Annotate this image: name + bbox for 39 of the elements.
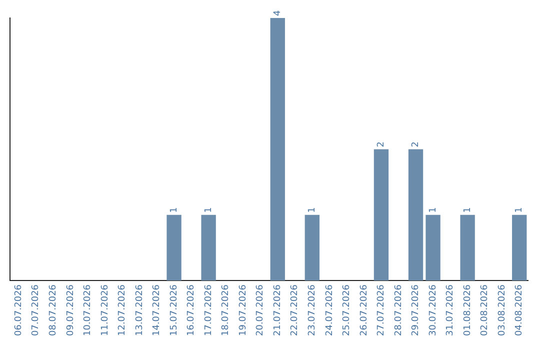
x-tick-label: 21.07.2026: [272, 284, 283, 336]
x-tick-label: 04.08.2026: [514, 284, 525, 336]
x-tick-label: 30.07.2026: [428, 284, 438, 336]
data-label: 1: [462, 207, 473, 213]
x-tick-label: 01.08.2026: [462, 284, 473, 336]
x-tick-label: 06.07.2026: [14, 284, 24, 336]
data-label: 1: [169, 207, 180, 213]
x-tick-label: 02.08.2026: [480, 284, 490, 336]
x-tick-label: 16.07.2026: [186, 284, 197, 336]
x-tick-label: 12.07.2026: [118, 284, 128, 336]
data-label: 1: [308, 207, 318, 213]
x-tick-label: 24.07.2026: [324, 284, 335, 336]
x-tick-label: 10.07.2026: [83, 284, 94, 336]
x-tick-label: 14.07.2026: [152, 284, 162, 336]
data-label: 4: [272, 10, 283, 16]
x-tick-label: 31.07.2026: [446, 284, 456, 336]
x-tick-label: 11.07.2026: [100, 284, 110, 336]
x-tick-label: 15.07.2026: [169, 284, 180, 336]
x-tick-label: 23.07.2026: [308, 284, 318, 336]
x-tick-label: 09.07.2026: [66, 284, 76, 336]
x-tick-label: 13.07.2026: [134, 284, 145, 336]
x-tick-label: 17.07.2026: [204, 284, 214, 336]
x-tick-label: 26.07.2026: [359, 284, 370, 336]
x-tick-label: 07.07.2026: [31, 284, 42, 336]
x-tick-label: 29.07.2026: [411, 284, 422, 336]
x-tick-label: 25.07.2026: [342, 284, 352, 336]
x-tick-label: 28.07.2026: [394, 284, 404, 336]
x-tick-label: 08.07.2026: [48, 284, 59, 336]
data-label: 1: [428, 207, 438, 213]
x-tick-label: 19.07.2026: [238, 284, 248, 336]
x-tick-label: 03.08.2026: [497, 284, 508, 336]
x-tick-label: 27.07.2026: [376, 284, 387, 336]
data-label: 1: [204, 207, 214, 213]
data-label: 2: [376, 142, 387, 148]
data-label: 2: [411, 142, 422, 148]
x-tick-label: 20.07.2026: [256, 284, 266, 336]
x-tick-label: 18.07.2026: [221, 284, 232, 336]
x-tick-label: 22.07.2026: [290, 284, 300, 336]
data-label: 1: [514, 207, 525, 213]
